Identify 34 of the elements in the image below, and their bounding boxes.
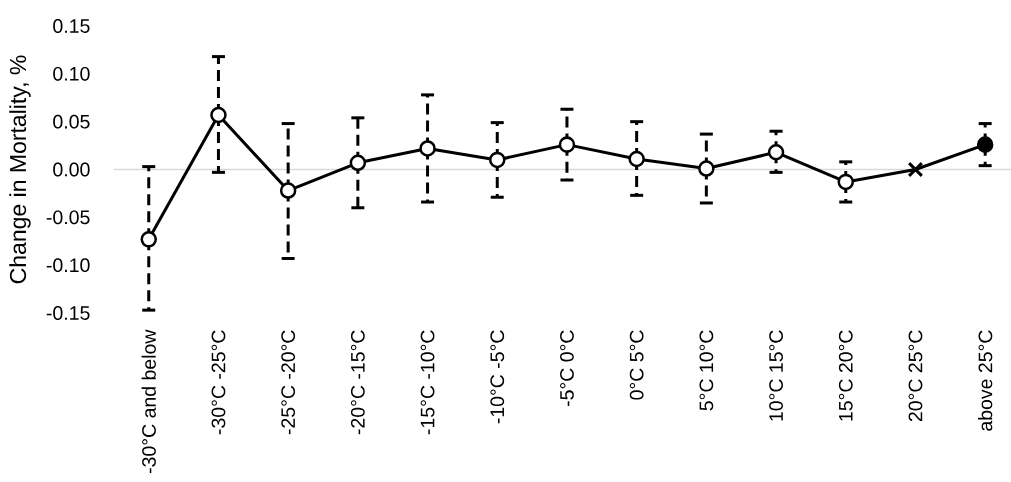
y-tick-label: -0.05: [46, 210, 90, 225]
point: [976, 136, 994, 153]
x-tick-label: 20°C 25°C: [908, 330, 923, 422]
x-tick-label: 15°C 20°C: [838, 330, 853, 421]
point: [279, 182, 297, 199]
point: [837, 173, 855, 191]
x-tick-label: -5°C 0°C: [560, 330, 574, 407]
point: [140, 231, 157, 248]
y-axis-title: Change in Mortality, %: [9, 55, 31, 284]
point: [349, 154, 367, 172]
x-tick-label: -30°C and below: [141, 329, 156, 474]
x-tick-label: 10°C 15°C: [769, 330, 783, 421]
y-tick-label: -0.10: [46, 258, 90, 273]
point: [628, 150, 645, 168]
point: [698, 160, 715, 177]
x-tick-label: above 25°C: [978, 330, 993, 431]
y-tick-label: 0.00: [53, 162, 90, 177]
x-tick-label: -20°C -15°C: [350, 330, 365, 435]
x-tick-label: 0°C 5°C: [629, 330, 644, 400]
x-tick-label: -10°C -5°C: [490, 330, 505, 424]
point: [907, 161, 924, 178]
point: [558, 136, 576, 153]
point: [210, 106, 227, 124]
point: [489, 151, 506, 169]
y-tick-label: 0.15: [53, 19, 90, 33]
x-tick-label: -30°C -25°C: [211, 330, 226, 435]
x-tick-label: -15°C -10°C: [420, 330, 435, 435]
y-tick-label: -0.15: [46, 306, 90, 320]
point: [767, 144, 785, 161]
x-tick-label: 5°C 10°C: [699, 330, 714, 411]
point: [419, 140, 436, 157]
x-tick-label: -25°C -20°C: [281, 330, 296, 435]
y-tick-label: 0.10: [53, 66, 90, 81]
y-tick-label: 0.05: [53, 114, 90, 129]
